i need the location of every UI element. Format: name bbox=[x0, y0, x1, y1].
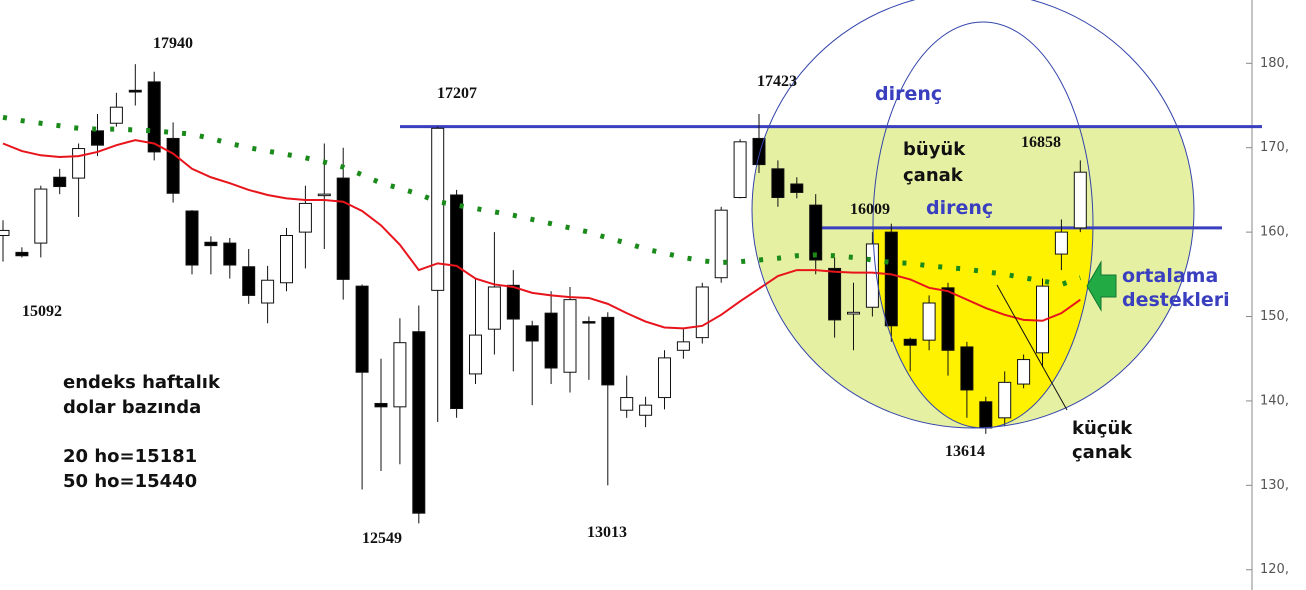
big-bowl-outline bbox=[751, 0, 1195, 429]
candle-body bbox=[431, 127, 445, 291]
pointer-line bbox=[996, 284, 1068, 411]
annotation: 20 ho=15181 bbox=[63, 446, 197, 467]
candle-body bbox=[109, 106, 123, 124]
candle-body bbox=[506, 284, 520, 320]
candle-body bbox=[147, 81, 161, 153]
candle-body bbox=[128, 89, 142, 93]
annotation: 15092 bbox=[22, 303, 62, 320]
candle-body bbox=[903, 338, 917, 346]
candle-body bbox=[525, 325, 539, 342]
annotation: büyük bbox=[903, 139, 966, 160]
annotation: 12549 bbox=[362, 530, 402, 547]
annotation: 13614 bbox=[945, 443, 985, 460]
candle-body bbox=[0, 229, 10, 236]
outlines bbox=[751, 0, 1195, 429]
candle-body bbox=[469, 334, 482, 375]
annotation: küçük bbox=[1072, 418, 1133, 439]
annotation: 13013 bbox=[587, 524, 627, 541]
candle-body bbox=[261, 279, 275, 304]
annotation: direnç bbox=[926, 197, 993, 219]
y-tick-label: 130, bbox=[1260, 478, 1289, 493]
candle-body bbox=[620, 397, 634, 411]
annotation: dolar bazında bbox=[63, 397, 201, 418]
candle-body bbox=[1054, 231, 1068, 255]
candle-body bbox=[223, 242, 237, 266]
candle-body bbox=[714, 209, 728, 279]
candle-body bbox=[355, 285, 369, 373]
candle-body bbox=[884, 231, 898, 327]
annotation: çanak bbox=[1072, 442, 1133, 463]
candle-body bbox=[487, 286, 501, 330]
annotation: destekleri bbox=[1122, 289, 1230, 311]
candle-body bbox=[960, 346, 974, 391]
candle-body bbox=[809, 204, 823, 261]
candle-body bbox=[582, 321, 596, 324]
candle-body bbox=[242, 266, 256, 296]
candle-body bbox=[922, 302, 936, 341]
candle-body bbox=[941, 287, 955, 351]
annotation: direnç bbox=[875, 83, 942, 105]
y-tick-label: 180, bbox=[1260, 56, 1289, 71]
candle-body bbox=[412, 331, 426, 514]
candle-body bbox=[979, 401, 993, 429]
annotation: ortalama bbox=[1122, 265, 1218, 287]
candle-body bbox=[185, 210, 199, 266]
candle-body bbox=[15, 251, 29, 257]
y-tick-label: 140, bbox=[1260, 393, 1289, 408]
moving-average bbox=[2, 114, 1082, 288]
candle-body bbox=[374, 402, 388, 408]
candle-body bbox=[91, 130, 104, 146]
candle-body bbox=[790, 183, 804, 193]
candle-body bbox=[601, 316, 615, 386]
candle-body bbox=[1073, 171, 1087, 229]
candle-body bbox=[639, 404, 653, 416]
candle-body bbox=[695, 286, 709, 339]
annotation: 16858 bbox=[1021, 134, 1061, 151]
annotation: 50 ho=15440 bbox=[63, 471, 197, 492]
candle-body bbox=[336, 177, 350, 280]
candle-body bbox=[72, 148, 86, 179]
candle-body bbox=[658, 357, 671, 399]
candle-body bbox=[676, 341, 690, 351]
moving-average bbox=[2, 139, 1081, 330]
small-bowl-outline bbox=[872, 21, 1094, 429]
support-arrow bbox=[1086, 260, 1117, 312]
annotation: 17940 bbox=[153, 35, 193, 52]
y-tick-label: 120, bbox=[1260, 562, 1289, 577]
annotation: çanak bbox=[903, 165, 964, 186]
candle-body bbox=[733, 141, 747, 199]
candle-body bbox=[1017, 359, 1031, 385]
candle-body bbox=[450, 194, 464, 410]
candle-body bbox=[166, 137, 180, 194]
annotation: endeks haftalık bbox=[63, 372, 221, 393]
candle-body bbox=[393, 342, 407, 408]
candle-body bbox=[771, 168, 785, 199]
candle-body bbox=[563, 299, 577, 373]
candle-body bbox=[828, 267, 842, 321]
candle-body bbox=[847, 311, 860, 315]
candle-body bbox=[34, 188, 48, 244]
annotations: 17940 15092 17207 12549 13013 17423 1600… bbox=[22, 35, 1230, 547]
candle-body bbox=[544, 312, 558, 369]
y-tick-label: 170, bbox=[1260, 140, 1289, 155]
y-tick-label: 160, bbox=[1260, 225, 1289, 240]
annotation: 17207 bbox=[437, 85, 477, 102]
candle-body bbox=[298, 202, 312, 233]
candle-body bbox=[53, 176, 67, 188]
y-tick-label: 150, bbox=[1260, 309, 1289, 324]
annotation: 16009 bbox=[850, 201, 890, 218]
annotation: 17423 bbox=[757, 73, 797, 90]
candle-body bbox=[317, 193, 331, 197]
candle-body bbox=[280, 234, 293, 284]
candle-body bbox=[998, 381, 1012, 419]
small-bowl-fill bbox=[873, 228, 1093, 428]
candle-body bbox=[204, 241, 218, 247]
